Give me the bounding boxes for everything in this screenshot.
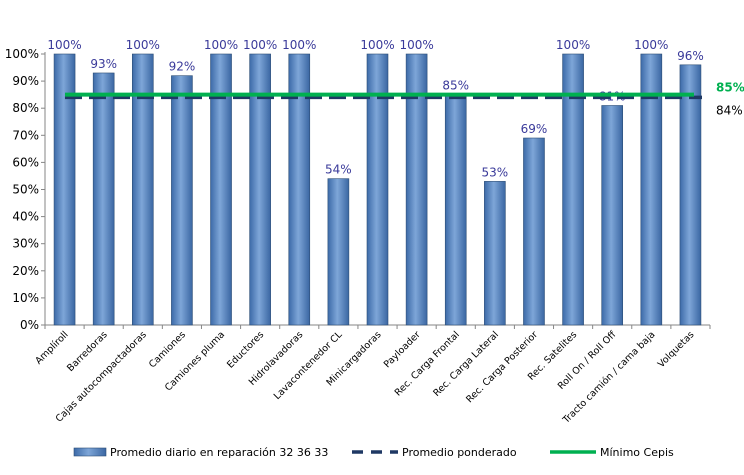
data-label-13: 69% <box>521 122 548 136</box>
bar-6 <box>249 53 271 326</box>
bar-17 <box>679 64 702 326</box>
y-tick-label: 0% <box>20 318 39 332</box>
data-label-11: 85% <box>442 79 469 93</box>
y-axis: 0% 10% 20% 30% 40% 50% 60% 70% 80% 90% 100% <box>5 47 711 332</box>
y-tick-label: 20% <box>12 264 39 278</box>
data-label-17: 96% <box>677 49 704 63</box>
category-label-1: Amplíroll <box>33 329 70 366</box>
y-tick-label: 10% <box>12 291 39 305</box>
legend-label-bars: Promedio diario en reparación 32 36 33 <box>110 446 328 459</box>
legend-label-minimo: Mínimo Cepis <box>600 446 674 459</box>
y-tick-label: 90% <box>12 74 39 88</box>
data-label-6: 100% <box>243 38 277 52</box>
category-label-12: Rec. Carga Lateral <box>431 329 501 399</box>
y-tick-label: 80% <box>12 101 39 115</box>
data-label-2: 93% <box>90 57 117 71</box>
bar-8 <box>327 178 350 326</box>
bar-4 <box>171 75 193 326</box>
bar-12 <box>484 181 506 326</box>
bar-11 <box>444 94 467 326</box>
data-label-16: 100% <box>634 38 668 52</box>
bar-2 <box>92 72 115 326</box>
category-label-4: Camiones <box>147 329 188 370</box>
data-label-10: 100% <box>399 38 433 52</box>
data-label-9: 100% <box>360 38 394 52</box>
legend-label-ponderado: Promedio ponderado <box>402 446 517 459</box>
bar-9 <box>366 53 389 326</box>
promedio-ponderado-label: 84% <box>716 103 743 117</box>
bar-15 <box>601 105 624 326</box>
legend-swatch-bars <box>73 447 107 457</box>
data-label-3: 100% <box>126 38 160 52</box>
data-label-4: 92% <box>169 60 196 74</box>
y-tick-label: 30% <box>12 237 39 251</box>
data-label-1: 100% <box>47 38 81 52</box>
y-tick-label: 70% <box>12 128 39 142</box>
data-label-8: 54% <box>325 163 352 177</box>
data-label-7: 100% <box>282 38 316 52</box>
category-label-6: Eductores <box>225 329 266 370</box>
bar-1 <box>53 53 76 326</box>
data-label-5: 100% <box>204 38 238 52</box>
y-tick-label: 100% <box>5 47 39 61</box>
bar-13 <box>523 137 545 326</box>
category-label-17: Volquetas <box>656 329 697 370</box>
legend: Promedio diario en reparación 32 36 33 P… <box>73 446 674 459</box>
category-label-10: Payloader <box>382 329 423 370</box>
category-label-8: Lavacontenedor CL <box>272 329 345 402</box>
bar-14 <box>562 53 584 326</box>
category-label-11: Rec. Carga Frontal <box>393 329 462 398</box>
y-tick-label: 50% <box>12 183 39 197</box>
bar-7 <box>288 53 311 326</box>
bar-10 <box>405 53 428 326</box>
bar-5 <box>210 53 232 326</box>
y-tick-label: 40% <box>12 210 39 224</box>
bar-16 <box>640 53 663 326</box>
data-labels: 100% 93% 100% 92% 100% 100% 100% 54% 100% 100% 85%… <box>47 38 703 179</box>
reference-lines: 85% 84% <box>65 81 744 117</box>
bar-3 <box>131 53 154 326</box>
y-tick-label: 60% <box>12 155 39 169</box>
bars <box>53 53 702 326</box>
data-label-14: 100% <box>556 38 590 52</box>
category-label-13: Rec. Carga Posterior <box>464 329 540 405</box>
data-label-12: 53% <box>482 165 509 179</box>
minimo-cepis-label: 85% <box>716 81 744 95</box>
